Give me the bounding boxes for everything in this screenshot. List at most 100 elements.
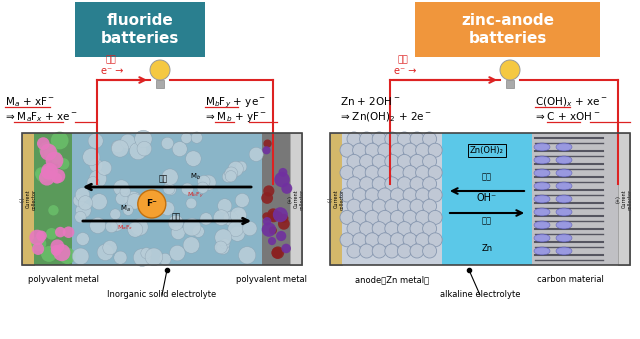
Circle shape [133,248,151,266]
Circle shape [410,132,424,146]
Ellipse shape [556,156,572,164]
Bar [342,133,442,265]
Text: 放電: 放電 [398,55,409,64]
Circle shape [161,137,173,149]
Circle shape [340,143,354,157]
Circle shape [234,209,246,222]
Circle shape [214,210,229,225]
Circle shape [198,175,210,188]
Circle shape [116,193,128,205]
Circle shape [31,236,46,251]
Text: Zn(OH)₂: Zn(OH)₂ [470,146,504,155]
Circle shape [90,217,106,234]
Bar [330,133,342,265]
Circle shape [243,221,257,236]
Text: anode（Zn metal）: anode（Zn metal） [355,275,429,284]
Circle shape [51,245,61,256]
Circle shape [166,185,176,195]
Circle shape [138,190,166,218]
Circle shape [372,177,386,191]
Text: OH⁻: OH⁻ [477,193,497,203]
Circle shape [120,134,135,149]
Ellipse shape [556,208,572,216]
Circle shape [390,233,404,247]
Bar [72,133,262,265]
Circle shape [428,188,442,202]
Circle shape [183,218,201,236]
Circle shape [273,207,288,222]
Text: polyvalent metal: polyvalent metal [28,275,99,284]
Circle shape [372,154,386,168]
Circle shape [340,188,354,202]
Circle shape [385,222,399,236]
Circle shape [51,169,65,183]
Text: carbon material: carbon material [536,275,604,284]
Circle shape [353,233,367,247]
Circle shape [278,218,290,230]
Text: zinc-anode
batteries: zinc-anode batteries [461,13,554,46]
Circle shape [78,196,93,210]
Circle shape [268,237,276,245]
Circle shape [340,211,354,224]
Text: Inorganic solid electrolyte: Inorganic solid electrolyte [108,290,216,299]
Circle shape [41,165,56,179]
Circle shape [347,199,361,213]
Circle shape [365,233,379,247]
Circle shape [249,147,263,161]
Circle shape [422,154,436,168]
Circle shape [271,246,284,259]
Circle shape [385,244,399,258]
Text: M$_a$ + xF$^-$: M$_a$ + xF$^-$ [5,95,55,109]
Circle shape [397,222,412,236]
Circle shape [114,251,127,264]
Circle shape [385,199,399,213]
Circle shape [422,244,436,258]
Text: (+)
Current
collector: (+) Current collector [616,188,632,210]
Circle shape [200,213,212,225]
Text: M$_b$: M$_b$ [190,172,201,182]
Ellipse shape [556,234,572,242]
Circle shape [403,165,417,180]
Circle shape [131,218,148,236]
Text: Zn + 2OH$^-$: Zn + 2OH$^-$ [340,95,401,107]
Bar [156,80,164,88]
Circle shape [276,231,286,241]
Bar [442,133,532,265]
Circle shape [228,161,243,177]
Circle shape [347,244,361,258]
Circle shape [90,159,103,172]
Circle shape [353,143,367,157]
Ellipse shape [534,247,550,255]
Bar [290,133,302,265]
Circle shape [46,228,58,240]
Circle shape [268,208,279,220]
Circle shape [360,244,374,258]
Circle shape [37,137,49,150]
Circle shape [51,154,61,164]
Circle shape [163,183,175,195]
Text: alkaline electrolyte: alkaline electrolyte [440,290,520,299]
Bar [532,133,618,265]
Circle shape [44,166,58,181]
Ellipse shape [556,195,572,203]
Circle shape [59,247,76,264]
Ellipse shape [556,221,572,229]
Circle shape [415,165,429,180]
Circle shape [390,188,404,202]
Circle shape [397,199,412,213]
Circle shape [262,222,276,237]
Text: fluoride
batteries: fluoride batteries [101,13,179,46]
Circle shape [111,140,124,153]
Circle shape [48,205,59,216]
Circle shape [76,233,89,245]
Circle shape [372,222,386,236]
Circle shape [225,171,237,182]
Circle shape [500,60,520,80]
Circle shape [137,141,152,156]
Circle shape [360,199,374,213]
Circle shape [410,244,424,258]
Text: C(OH)$_x$ + xe$^-$: C(OH)$_x$ + xe$^-$ [535,95,607,109]
Circle shape [186,151,201,166]
Circle shape [89,170,107,187]
Circle shape [378,211,392,224]
